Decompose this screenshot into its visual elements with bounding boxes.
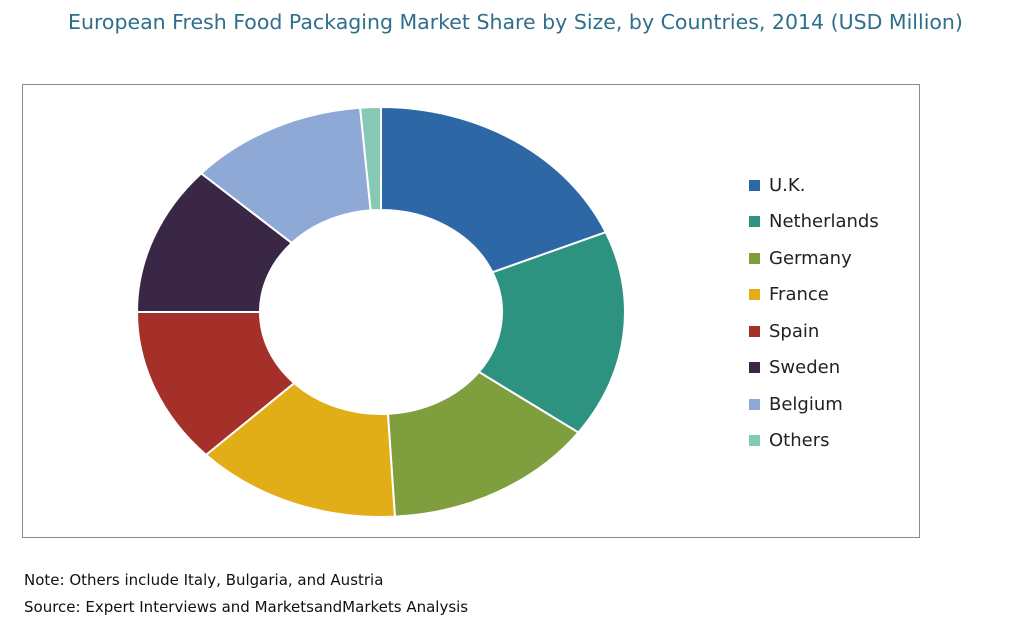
legend-swatch bbox=[749, 325, 760, 337]
donut-chart bbox=[135, 105, 626, 518]
legend-item-spain: Spain bbox=[749, 313, 879, 350]
legend-item-others: Others bbox=[749, 423, 879, 460]
legend-label: Sweden bbox=[769, 357, 841, 379]
legend-label: Netherlands bbox=[769, 211, 879, 233]
legend-label: U.K. bbox=[769, 174, 806, 196]
slice-u-k bbox=[380, 105, 608, 274]
legend-label: Germany bbox=[769, 247, 852, 269]
legend-swatch bbox=[749, 216, 760, 228]
legend-swatch bbox=[749, 435, 760, 447]
legend-item-belgium: Belgium bbox=[749, 386, 879, 423]
legend-swatch bbox=[749, 252, 760, 264]
chart-source: Source: Expert Interviews and Marketsand… bbox=[24, 598, 469, 616]
chart-note: Note: Others include Italy, Bulgaria, an… bbox=[24, 571, 384, 589]
chart-title: European Fresh Food Packaging Market Sha… bbox=[68, 10, 963, 34]
legend-item-netherlands: Netherlands bbox=[749, 204, 879, 241]
slice-others bbox=[359, 105, 382, 212]
legend-label: Others bbox=[769, 430, 830, 452]
legend-label: Spain bbox=[769, 320, 820, 342]
legend-item-sweden: Sweden bbox=[749, 350, 879, 387]
chart-area: U.K. Netherlands Germany France Spain Sweden B… bbox=[22, 84, 920, 538]
legend-swatch bbox=[749, 289, 760, 301]
legend-label: France bbox=[769, 284, 829, 306]
legend-swatch bbox=[749, 362, 760, 374]
slice-netherlands bbox=[477, 230, 626, 434]
legend-label: Belgium bbox=[769, 393, 843, 415]
legend-item-u-k: U.K. bbox=[749, 167, 879, 204]
legend-swatch bbox=[749, 398, 760, 410]
legend-item-germany: Germany bbox=[749, 240, 879, 277]
legend-swatch bbox=[749, 179, 760, 191]
chart-legend: U.K. Netherlands Germany France Spain Sweden B… bbox=[749, 167, 879, 459]
slice-germany bbox=[386, 370, 580, 518]
legend-item-france: France bbox=[749, 277, 879, 314]
